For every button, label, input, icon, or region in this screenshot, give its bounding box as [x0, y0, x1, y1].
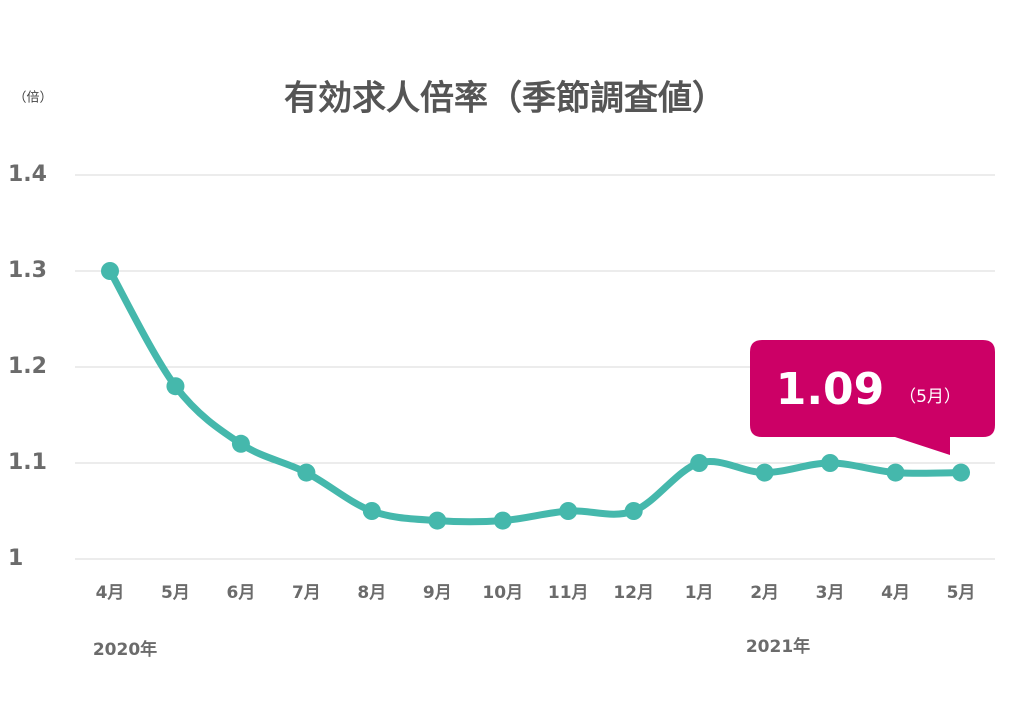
data-point	[821, 454, 840, 472]
x-tick-label: 10月	[482, 583, 523, 603]
data-point	[362, 502, 381, 520]
callout-value: 1.09	[776, 364, 885, 415]
callout-box	[750, 340, 995, 455]
year-label: 2021年	[746, 636, 810, 657]
data-point	[952, 463, 970, 482]
y-unit-label: （倍）	[13, 91, 52, 106]
y-tick-label: 1	[8, 546, 23, 571]
chart-title: 有効求人倍率（季節調査値）	[284, 79, 726, 119]
y-tick-label: 1.3	[8, 258, 47, 283]
x-tick-label: 12月	[613, 583, 654, 603]
x-tick-label: 8月	[357, 583, 386, 603]
data-point	[624, 502, 643, 520]
x-tick-label: 5月	[947, 583, 976, 603]
y-tick-label: 1.1	[8, 450, 47, 475]
x-tick-label: 4月	[881, 583, 910, 603]
callout-note: （5月）	[899, 387, 961, 407]
x-tick-label: 1月	[685, 583, 714, 603]
data-point	[428, 511, 447, 530]
x-tick-label: 7月	[292, 583, 321, 603]
x-tick-label: 3月	[816, 583, 845, 603]
callout: 1.09 （5月）	[750, 340, 995, 455]
x-tick-label: 9月	[423, 583, 452, 603]
x-tick-label: 5月	[161, 583, 190, 603]
data-point	[493, 511, 512, 530]
y-tick-label: 1.4	[8, 162, 47, 187]
data-point	[101, 262, 119, 280]
data-point	[231, 434, 250, 453]
data-point	[297, 463, 316, 482]
y-tick-label: 1.2	[8, 354, 47, 379]
year-label: 2020年	[93, 639, 157, 660]
x-tick-label: 2月	[750, 583, 779, 603]
data-point	[886, 463, 905, 482]
data-point	[559, 502, 578, 520]
x-tick-label: 6月	[227, 583, 256, 603]
data-point	[690, 454, 709, 472]
x-tick-label: 4月	[96, 583, 125, 603]
data-point	[166, 377, 185, 396]
data-point	[755, 463, 774, 482]
x-tick-label: 11月	[548, 583, 589, 603]
